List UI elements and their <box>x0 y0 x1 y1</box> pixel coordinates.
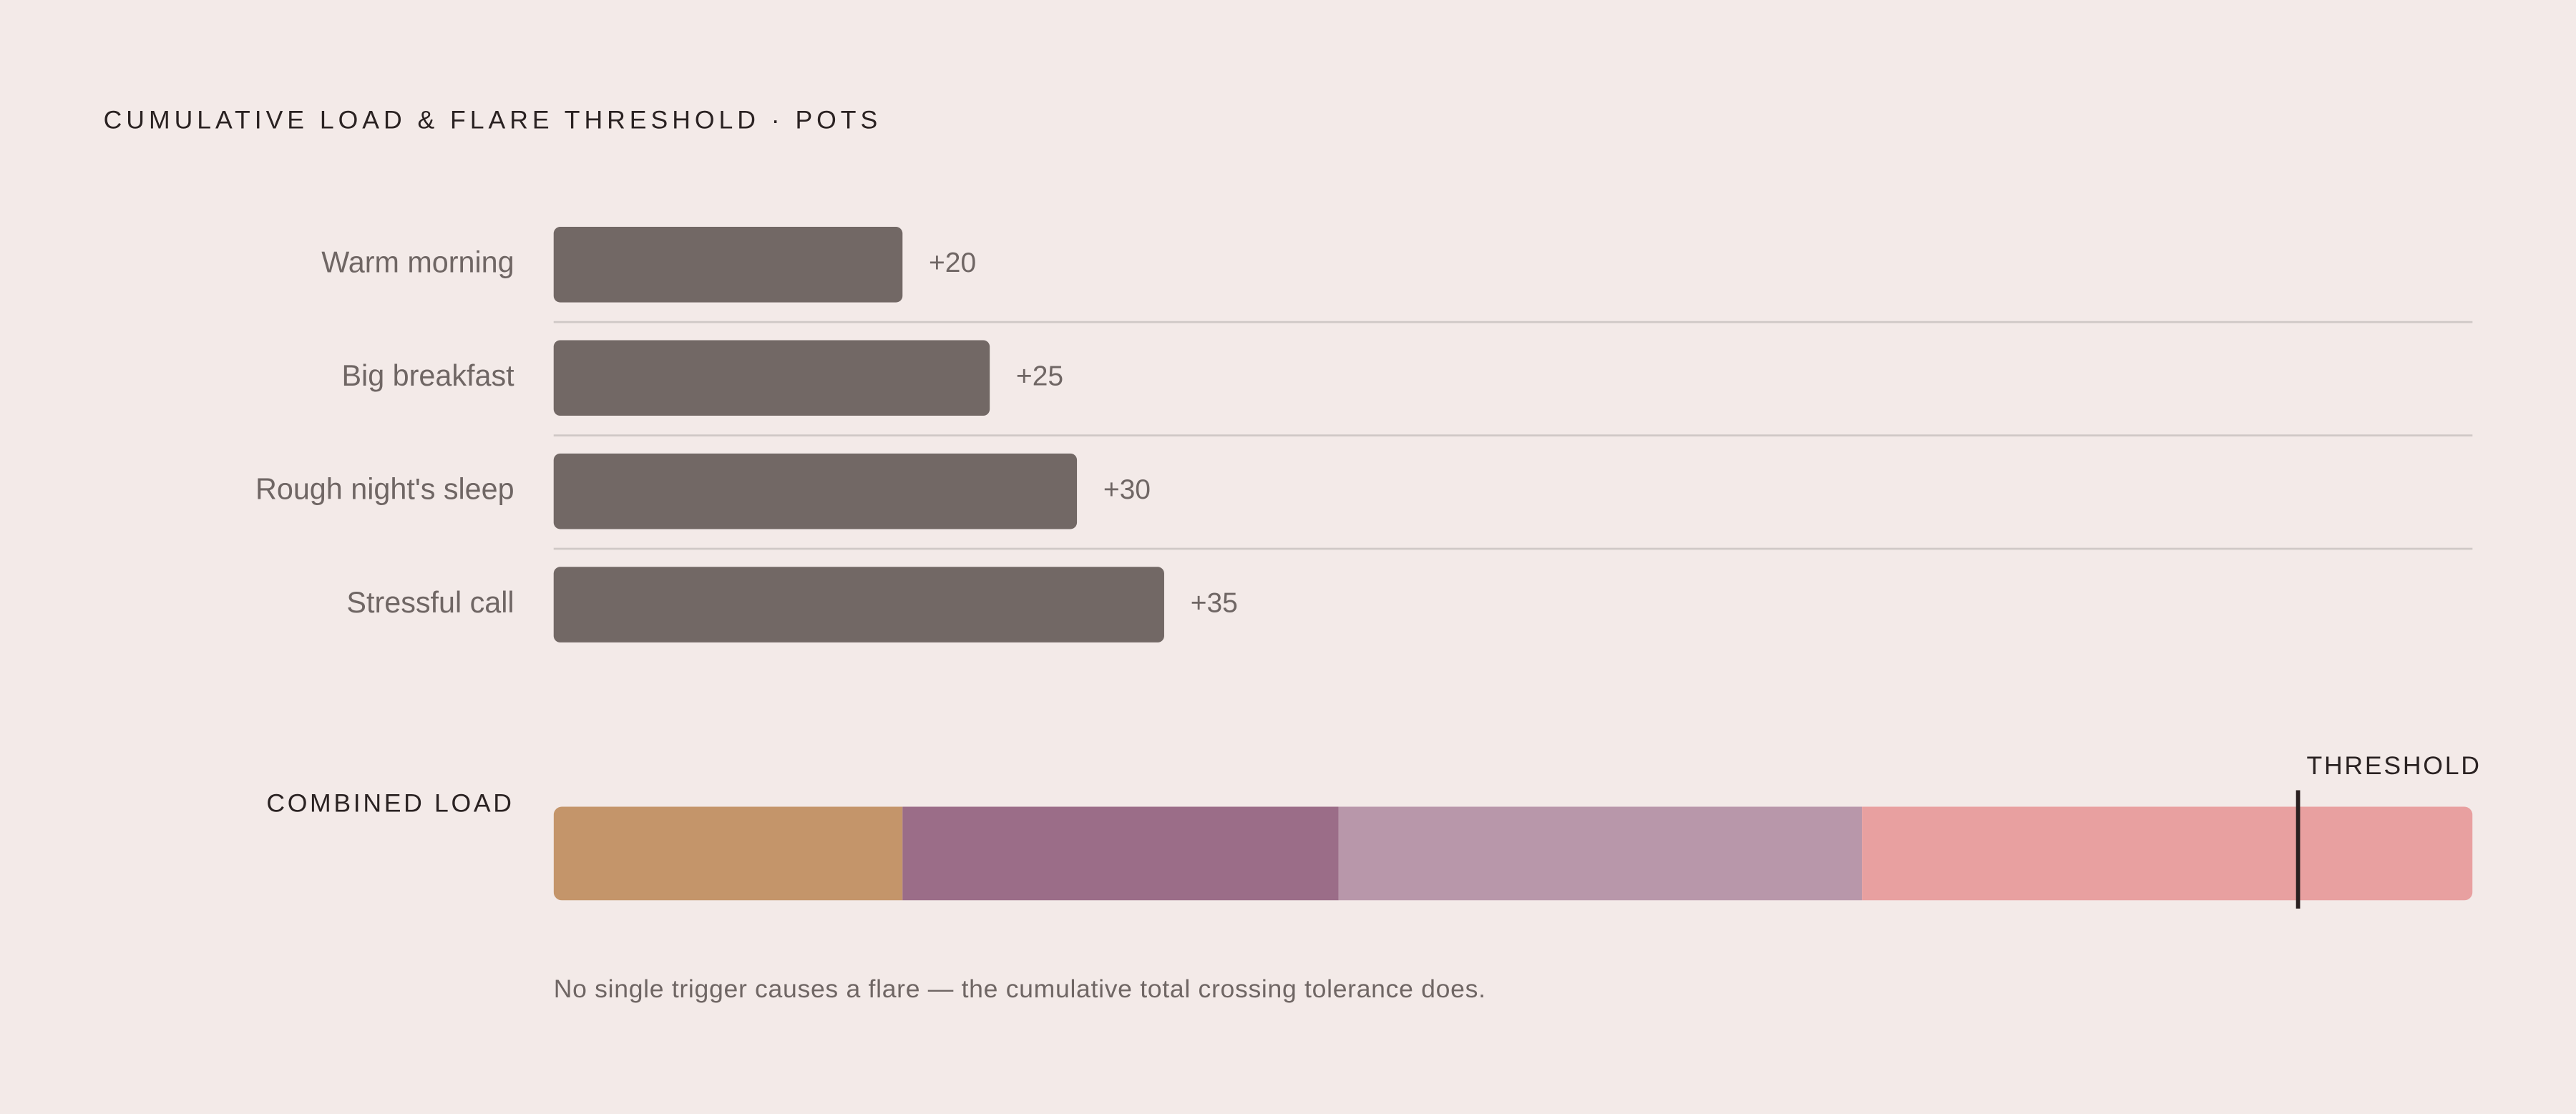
value-label: +25 <box>1016 361 1063 392</box>
combined-segment <box>902 806 1339 901</box>
combined-segment <box>1862 806 2473 901</box>
value-label: +35 <box>1191 587 1238 618</box>
category-label: Rough night's sleep <box>255 473 514 506</box>
value-label: +20 <box>929 248 976 278</box>
bar <box>553 227 903 303</box>
threshold-label: THRESHOLD <box>2306 751 2481 780</box>
combined-bar <box>553 806 2473 901</box>
bar <box>553 340 990 416</box>
combined-label: COMBINED LOAD <box>266 789 514 818</box>
combined-segment <box>553 806 903 901</box>
chart-title: CUMULATIVE LOAD & FLARE THRESHOLD · POTS <box>104 105 882 134</box>
category-label: Stressful call <box>346 586 514 619</box>
footnote: No single trigger causes a flare — the c… <box>554 974 1486 1003</box>
value-label: +30 <box>1103 474 1151 505</box>
category-label: Warm morning <box>321 246 514 279</box>
combined-segment <box>1338 806 1863 901</box>
bar <box>553 453 1078 529</box>
category-label: Big breakfast <box>341 359 514 392</box>
bar <box>553 567 1164 642</box>
